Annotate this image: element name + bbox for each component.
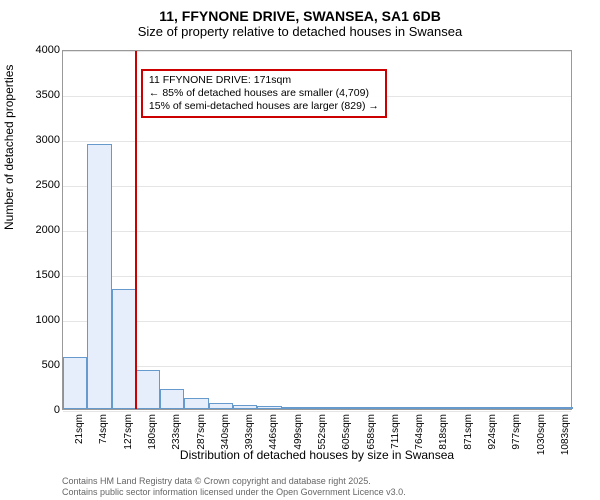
plot-area: 11 FFYNONE DRIVE: 171sqm ← 85% of detach… — [62, 50, 572, 410]
y-tick-label: 2000 — [10, 224, 60, 236]
histogram-bar — [549, 407, 573, 409]
y-tick-label: 3000 — [10, 134, 60, 146]
y-tick-label: 2500 — [10, 179, 60, 191]
y-tick-label: 500 — [10, 359, 60, 371]
y-tick-label: 0 — [10, 404, 60, 416]
annotation-line1: 11 FFYNONE DRIVE: 171sqm — [149, 74, 379, 87]
title-block: 11, FFYNONE DRIVE, SWANSEA, SA1 6DB Size… — [0, 0, 600, 39]
annotation-box: 11 FFYNONE DRIVE: 171sqm ← 85% of detach… — [141, 69, 387, 118]
indicator-line — [135, 51, 137, 409]
histogram-bar — [306, 407, 330, 409]
y-tick-label: 1000 — [10, 314, 60, 326]
histogram-bar — [160, 389, 184, 409]
gridline — [63, 231, 571, 232]
histogram-bar — [452, 407, 476, 409]
x-axis-label: Distribution of detached houses by size … — [62, 448, 572, 462]
histogram-bar — [63, 357, 87, 409]
attribution: Contains HM Land Registry data © Crown c… — [62, 476, 406, 498]
histogram-bar — [87, 144, 111, 409]
histogram-bar — [136, 370, 160, 409]
chart-title: 11, FFYNONE DRIVE, SWANSEA, SA1 6DB — [0, 8, 600, 24]
histogram-bar — [379, 407, 403, 409]
histogram-bar — [112, 289, 136, 409]
histogram-bar — [524, 407, 548, 409]
y-tick-label: 3500 — [10, 89, 60, 101]
gridline — [63, 366, 571, 367]
chart-container: 11, FFYNONE DRIVE, SWANSEA, SA1 6DB Size… — [0, 0, 600, 500]
histogram-bar — [257, 406, 281, 409]
histogram-bar — [354, 407, 378, 409]
histogram-bar — [184, 398, 208, 409]
gridline — [63, 276, 571, 277]
gridline — [63, 186, 571, 187]
histogram-bar — [500, 407, 524, 409]
y-tick-label: 1500 — [10, 269, 60, 281]
annotation-line2: ← 85% of detached houses are smaller (4,… — [149, 87, 379, 100]
histogram-bar — [233, 405, 257, 409]
histogram-bar — [476, 407, 500, 409]
histogram-bar — [403, 407, 427, 409]
histogram-bar — [282, 407, 306, 409]
gridline — [63, 141, 571, 142]
attribution-line2: Contains public sector information licen… — [62, 487, 406, 498]
histogram-bar — [330, 407, 354, 409]
attribution-line1: Contains HM Land Registry data © Crown c… — [62, 476, 406, 487]
gridline — [63, 321, 571, 322]
histogram-bar — [209, 403, 233, 409]
annotation-line3: 15% of semi-detached houses are larger (… — [149, 100, 379, 113]
y-tick-label: 4000 — [10, 44, 60, 56]
gridline — [63, 411, 571, 412]
chart-subtitle: Size of property relative to detached ho… — [0, 24, 600, 39]
histogram-bar — [427, 407, 451, 409]
gridline — [63, 51, 571, 52]
